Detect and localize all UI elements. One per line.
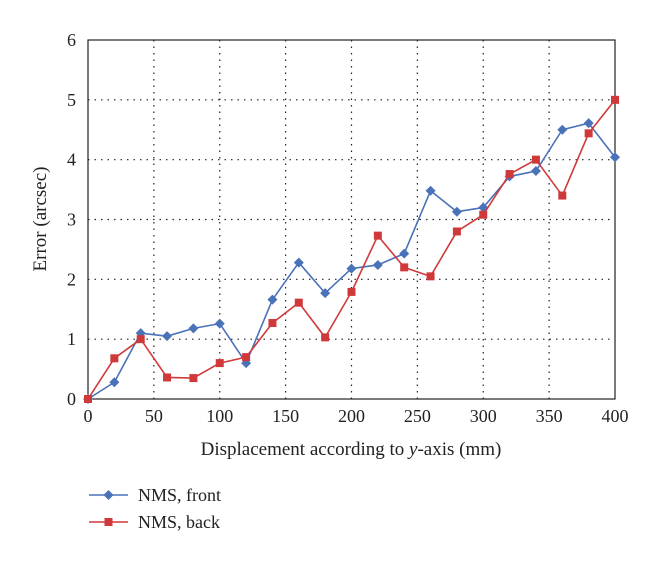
series-front (83, 118, 620, 404)
legend: NMS, front NMS, back (89, 485, 221, 532)
grid-layer (88, 40, 615, 399)
data-point-front (214, 318, 225, 329)
y-tick-label: 2 (67, 269, 76, 289)
data-point-back (347, 287, 356, 296)
data-point-back (136, 335, 145, 344)
x-tick-label: 200 (338, 406, 365, 426)
x-tick-label: 0 (84, 406, 93, 426)
data-point-back (373, 231, 382, 240)
y-tick-label: 1 (67, 329, 76, 349)
data-point-back (294, 298, 303, 307)
data-point-front (557, 124, 568, 135)
x-tick-label: 50 (145, 406, 163, 426)
data-point-front (530, 166, 541, 177)
data-point-back (531, 155, 540, 164)
legend-label-front: NMS, front (138, 485, 221, 505)
x-tick-label: 150 (272, 406, 299, 426)
data-point-back (558, 191, 567, 200)
legend-item-front: NMS, front (89, 485, 221, 505)
data-point-front (188, 323, 199, 334)
x-axis-title-pre: Displacement according to (201, 439, 409, 460)
data-point-back (110, 354, 119, 363)
y-tick-label: 5 (67, 90, 76, 110)
x-tick-label: 350 (536, 406, 563, 426)
data-point-back (189, 374, 198, 383)
y-tick-label: 3 (67, 210, 76, 230)
tick-layer: 0 50 100 150 200 250 300 350 400 0 1 2 3 4 5 6 (67, 30, 629, 426)
data-point-back (215, 359, 224, 368)
data-point-front (320, 288, 331, 299)
y-tick-label: 4 (67, 150, 76, 170)
data-point-back (84, 395, 92, 403)
data-point-back (400, 263, 409, 272)
legend-marker-front (103, 490, 114, 500)
data-point-back (163, 373, 172, 382)
data-point-back (321, 333, 330, 342)
x-axis-title-variable: y (407, 439, 418, 460)
x-axis-title-post: -axis (mm) (417, 439, 501, 460)
x-axis-title: Displacement according to y-axis (mm) (201, 439, 502, 460)
data-point-back (611, 95, 619, 104)
data-point-back (426, 272, 435, 281)
y-axis-title: Error (arcsec) (30, 167, 51, 272)
data-point-back (505, 170, 514, 179)
x-tick-label: 250 (404, 406, 431, 426)
data-point-front (425, 185, 436, 196)
data-point-front (162, 331, 173, 342)
data-point-front (109, 377, 120, 388)
data-point-front (610, 152, 620, 163)
legend-marker-back (104, 518, 113, 526)
x-tick-label: 300 (470, 406, 497, 426)
data-point-back (268, 319, 277, 328)
series-layer (83, 95, 620, 404)
data-point-back (584, 129, 593, 138)
data-point-front (293, 257, 304, 268)
data-point-front (583, 118, 594, 129)
y-tick-label: 6 (67, 30, 76, 50)
data-point-back (242, 353, 251, 362)
data-point-front (267, 294, 278, 305)
legend-label-back: NMS, back (138, 512, 220, 532)
data-point-back (452, 227, 461, 236)
legend-item-back: NMS, back (89, 512, 220, 532)
plot-frame (87, 39, 616, 400)
x-tick-label: 400 (602, 406, 629, 426)
data-point-front (451, 206, 462, 217)
x-tick-label: 100 (206, 406, 233, 426)
series-back (84, 95, 619, 403)
y-tick-label: 0 (67, 389, 76, 409)
data-point-back (479, 210, 488, 219)
data-point-front (346, 263, 357, 274)
data-point-front (372, 259, 383, 270)
data-point-front (399, 248, 410, 259)
